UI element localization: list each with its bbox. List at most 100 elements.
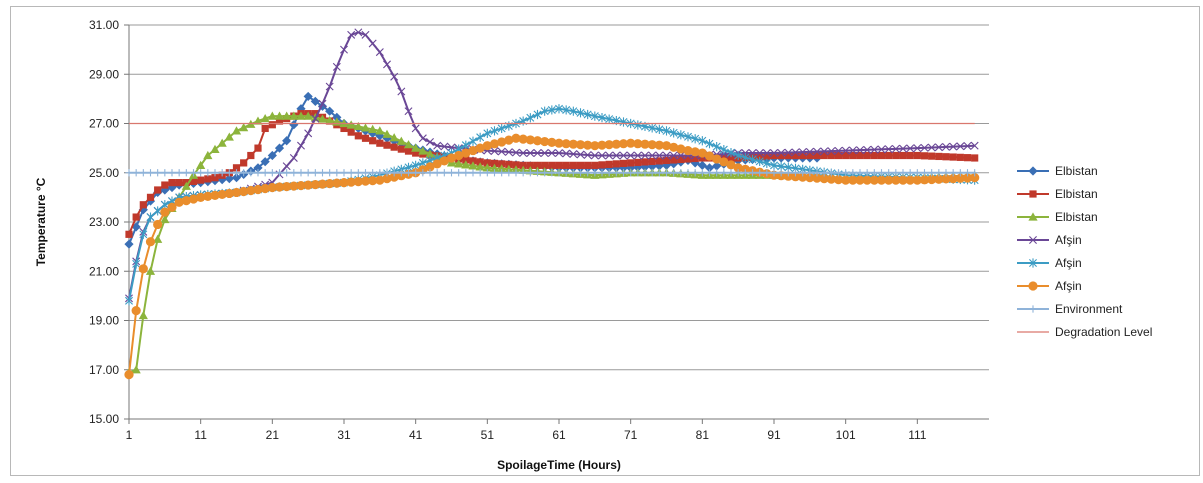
data-point: [590, 151, 599, 160]
data-point: [440, 169, 448, 177]
data-point: [325, 106, 335, 116]
data-point: [310, 96, 320, 106]
data-point: [1028, 166, 1038, 176]
data-point: [224, 132, 234, 141]
data-point: [906, 169, 914, 177]
data-point: [561, 139, 571, 149]
data-point: [475, 162, 485, 171]
data-point: [770, 151, 778, 160]
data-point: [182, 169, 190, 177]
data-point: [820, 151, 828, 160]
data-point: [211, 169, 219, 177]
data-point: [906, 151, 914, 160]
data-point: [197, 169, 205, 177]
data-point: [569, 150, 578, 159]
data-point: [132, 259, 141, 269]
data-point: [691, 154, 699, 163]
data-point: [469, 157, 477, 165]
data-point: [125, 296, 133, 306]
data-point: [661, 141, 672, 151]
data-point: [361, 30, 370, 39]
series-6: [124, 133, 980, 380]
data-point: [691, 169, 699, 177]
data-point: [304, 129, 313, 138]
data-point: [791, 151, 800, 160]
data-point: [1029, 190, 1037, 198]
data-point: [798, 172, 808, 182]
data-point: [934, 174, 944, 184]
data-point: [476, 158, 484, 166]
data-point: [261, 169, 269, 177]
data-point: [461, 148, 471, 158]
data-point: [790, 172, 801, 182]
data-point: [971, 169, 979, 177]
data-point: [934, 143, 943, 152]
data-point: [218, 169, 226, 177]
data-point: [153, 206, 162, 216]
data-point: [626, 151, 635, 160]
data-point: [963, 169, 972, 177]
data-point: [755, 156, 764, 167]
data-point: [132, 169, 140, 177]
data-point: [805, 173, 815, 183]
data-point: [325, 115, 335, 125]
data-point: [482, 163, 492, 172]
data-point: [683, 145, 693, 156]
data-point: [454, 159, 464, 168]
data-point: [361, 169, 370, 177]
data-point: [971, 154, 979, 162]
data-point: [583, 109, 592, 120]
data-point: [648, 169, 656, 177]
data-point: [454, 150, 464, 161]
data-point: [297, 141, 305, 150]
data-point: [153, 219, 163, 230]
data-point: [282, 136, 292, 146]
data-point: [842, 169, 850, 177]
data-point: [153, 234, 163, 243]
data-point: [240, 159, 248, 167]
data-point: [404, 147, 413, 155]
data-point: [812, 173, 822, 183]
data-point: [425, 149, 435, 158]
data-point: [146, 193, 155, 201]
data-point: [942, 169, 950, 177]
data-point: [741, 169, 749, 177]
data-point: [412, 149, 420, 157]
series-5: [125, 104, 979, 306]
data-point: [669, 128, 678, 138]
data-point: [224, 174, 234, 184]
data-point: [368, 124, 378, 134]
data-point: [396, 136, 406, 145]
data-point: [648, 123, 657, 133]
data-point: [376, 139, 384, 147]
data-point: [733, 163, 743, 173]
data-point: [619, 151, 628, 160]
data-point: [512, 169, 520, 177]
data-point: [712, 161, 722, 171]
data-point: [670, 156, 678, 164]
data-point: [376, 169, 384, 177]
x-axis-label: SpoilageTime (Hours): [497, 458, 621, 472]
data-point: [690, 147, 700, 157]
data-point: [963, 154, 972, 162]
x-tick-label: 1: [126, 428, 133, 442]
data-point: [633, 151, 642, 160]
data-point: [619, 159, 628, 167]
data-point: [296, 180, 306, 191]
data-point: [662, 156, 671, 165]
data-point: [799, 169, 807, 177]
data-point: [433, 169, 441, 177]
data-point: [655, 124, 664, 135]
legend-item: Elbistan: [1017, 210, 1098, 224]
data-point: [955, 173, 965, 183]
data-point: [540, 136, 550, 147]
data-point: [390, 143, 398, 151]
data-point: [605, 160, 613, 168]
data-point: [497, 123, 506, 134]
data-point: [375, 175, 385, 185]
data-point: [633, 139, 643, 149]
data-point: [885, 169, 893, 177]
data-point: [411, 143, 421, 152]
data-point: [562, 161, 570, 169]
data-point: [898, 175, 908, 185]
